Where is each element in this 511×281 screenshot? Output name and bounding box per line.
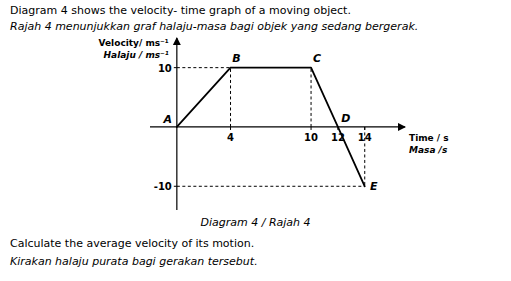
- drop-line: [230, 68, 231, 127]
- level-line: [177, 186, 365, 187]
- annotation: Kirakan halaju purata bagi gerakan terse…: [10, 255, 258, 268]
- y-tick: [174, 67, 177, 68]
- point-label: E: [370, 180, 378, 193]
- point-label: B: [232, 52, 240, 65]
- annotation: Calculate the average velocity of its mo…: [10, 237, 254, 250]
- x-tick-label: 4: [227, 132, 234, 143]
- y-tick-label: -10: [154, 181, 172, 192]
- chart: Diagram 4 shows the velocity- time graph…: [0, 0, 511, 281]
- drop-line: [364, 127, 365, 186]
- x-axis-label: Masa /s: [409, 145, 448, 155]
- plot-area: [177, 68, 365, 187]
- level-line: [177, 67, 231, 68]
- caption: Diagram 4 / Rajah 4: [200, 216, 310, 229]
- velocity-line: [177, 68, 365, 187]
- drop-line: [311, 68, 312, 127]
- x-axis: [150, 126, 405, 127]
- point-label: A: [163, 113, 173, 126]
- subtitle: Rajah 4 menunjukkan graf halaju-masa bag…: [10, 20, 418, 33]
- point-label: D: [341, 112, 350, 125]
- x-axis-label: Time / s: [409, 133, 449, 143]
- y-axis-label: Halaju / ms⁻¹: [104, 50, 169, 60]
- title: Diagram 4 shows the velocity- time graph…: [10, 4, 351, 17]
- x-tick-label: 10: [304, 132, 318, 143]
- point-label: C: [313, 52, 321, 65]
- y-axis: [176, 38, 177, 210]
- x-tick: [230, 127, 231, 130]
- y-axis-label: Velocity/ ms⁻¹: [99, 38, 169, 48]
- y-tick: [174, 186, 177, 187]
- y-tick-label: 10: [158, 63, 172, 74]
- x-tick: [311, 127, 312, 130]
